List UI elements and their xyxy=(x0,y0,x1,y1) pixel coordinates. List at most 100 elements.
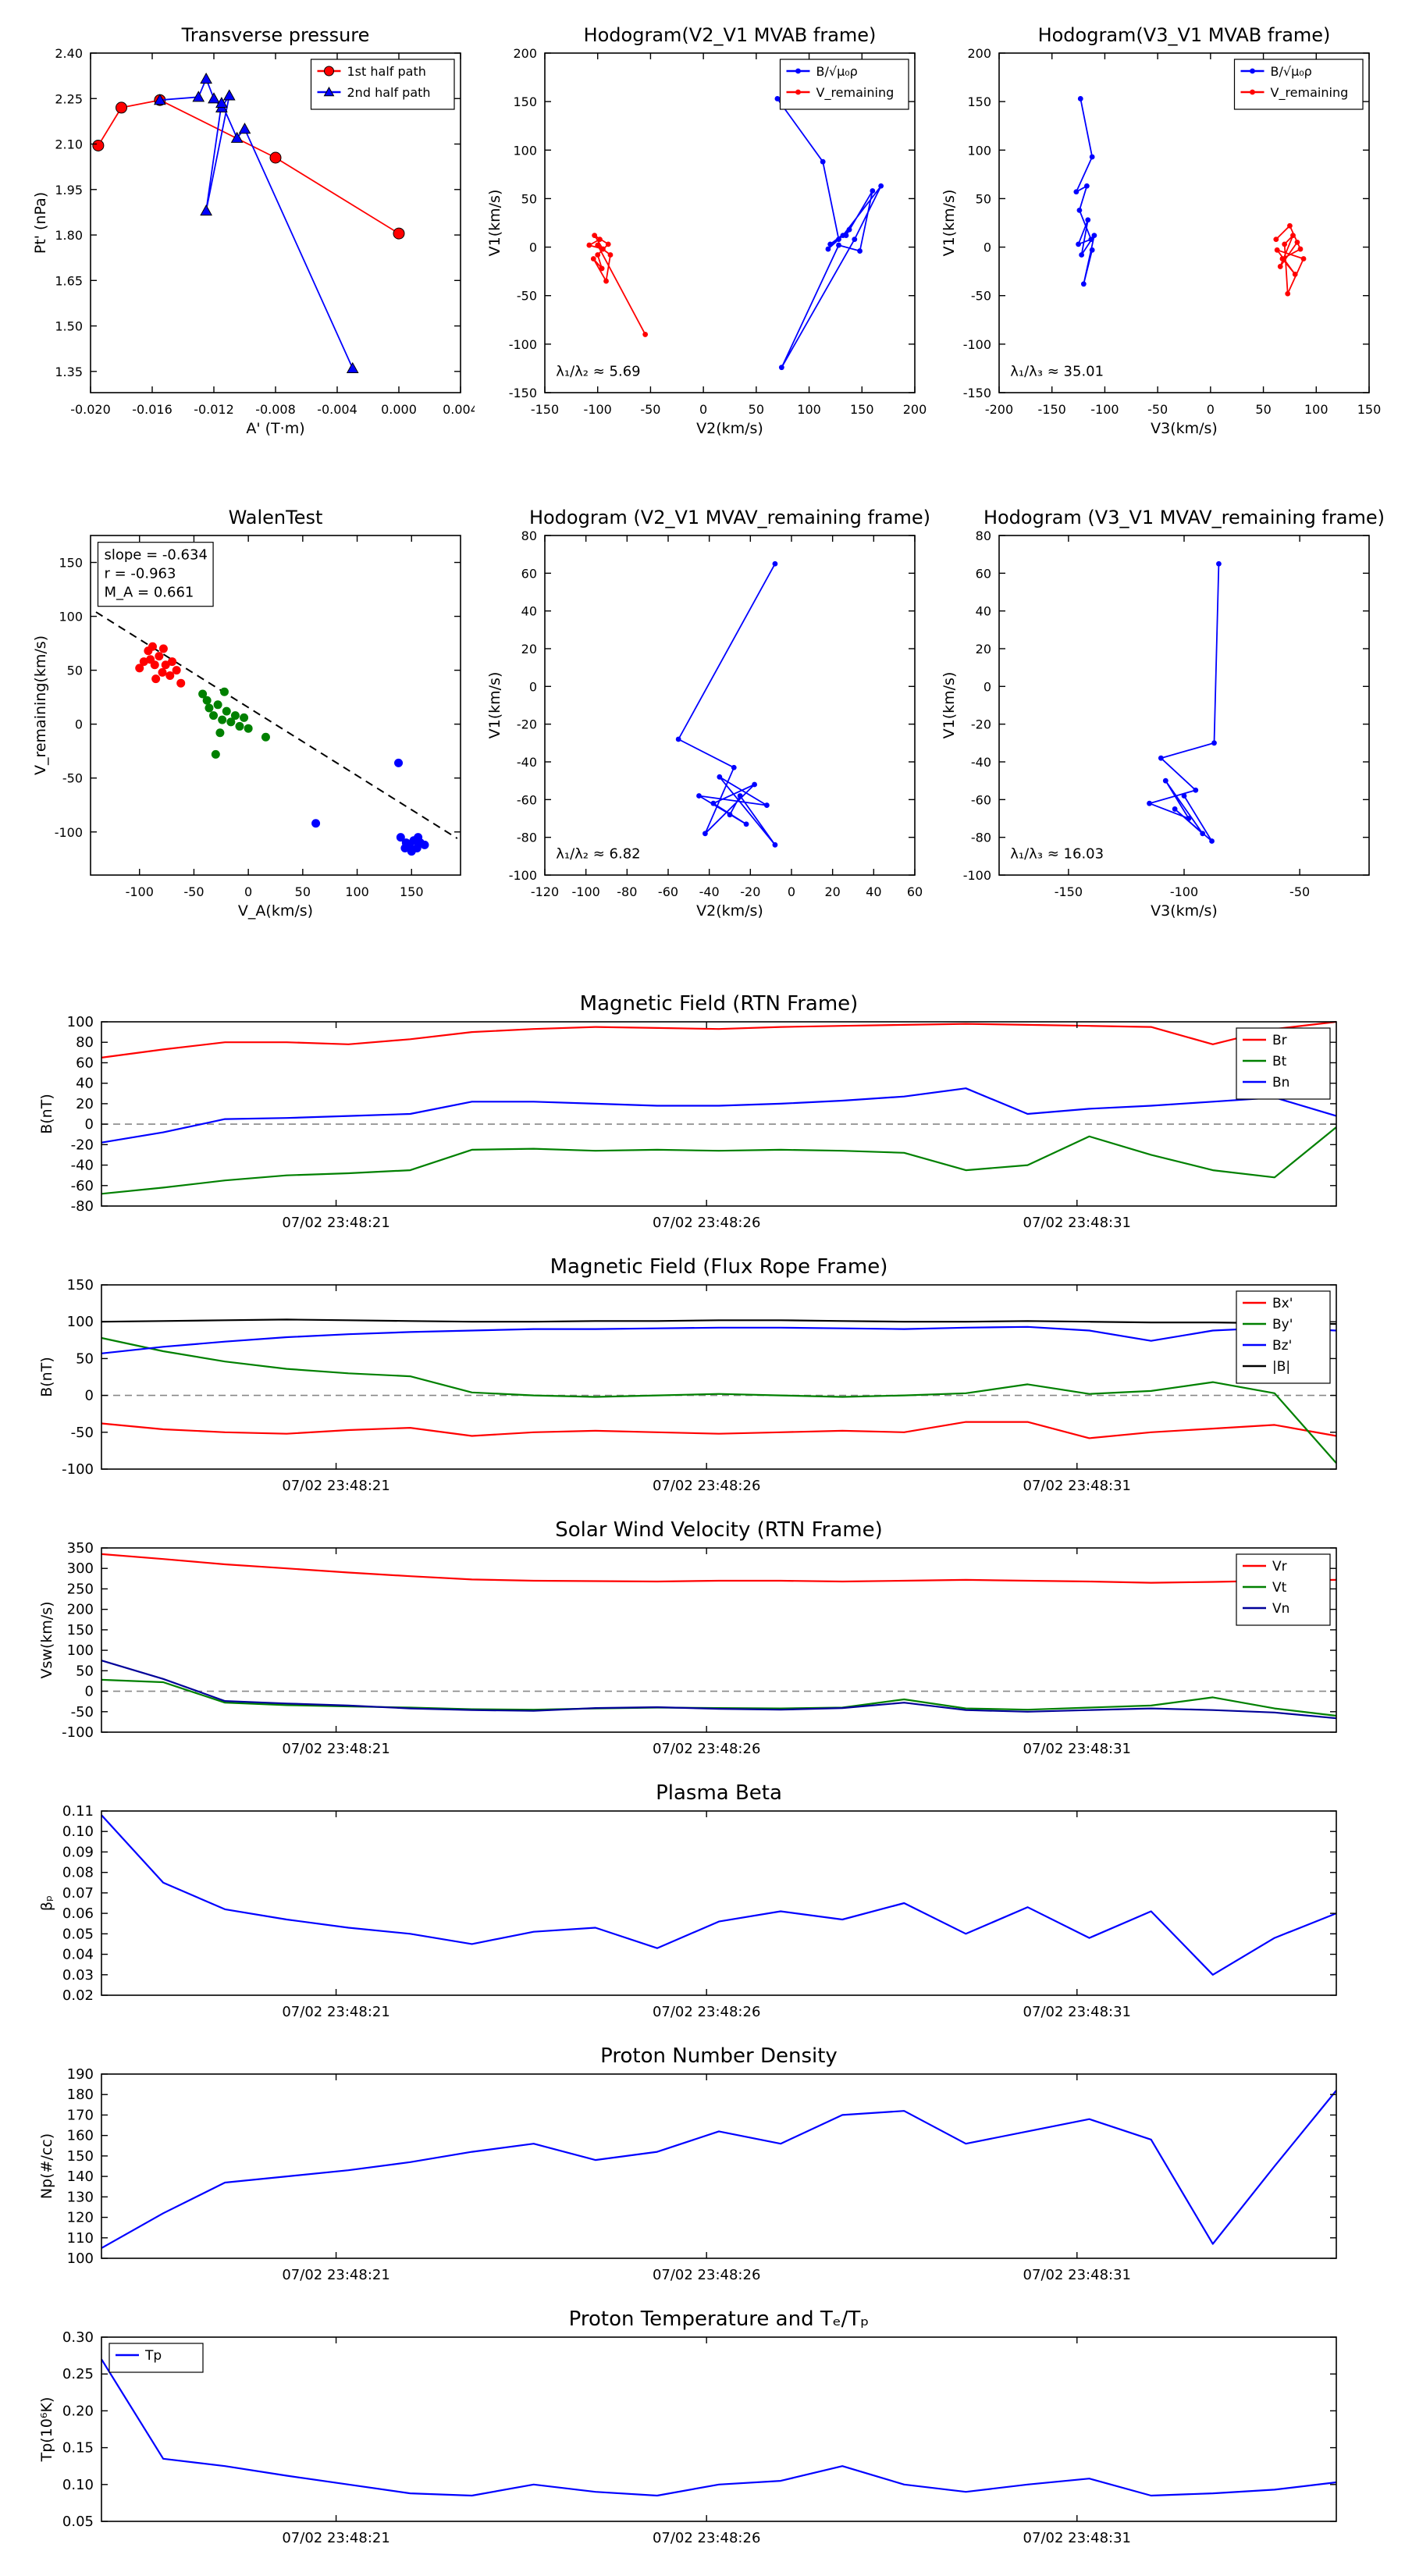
hodogram-v3v1-mvab-chart: -200 -150 -100 -50 0 50 100 150 -150 -100 -50 0 50 10… xyxy=(930,17,1383,443)
legend-box xyxy=(779,59,909,110)
dot-marker xyxy=(1273,237,1279,243)
triangle-marker xyxy=(215,97,228,109)
x-tick-label: -50 xyxy=(1147,402,1168,417)
scatter-point xyxy=(139,657,148,667)
walen-test-chart: -100 -50 0 50 100 150 -100 -50 0 50 100 150 slope = … xyxy=(22,500,475,925)
y-tick-label: 40 xyxy=(76,1076,94,1092)
dot-marker xyxy=(1300,256,1307,262)
scatter-point xyxy=(213,700,222,710)
scatter-point xyxy=(240,713,249,722)
chart-title: WalenTest xyxy=(229,507,323,528)
dot-marker xyxy=(1277,264,1283,269)
series-Br xyxy=(101,1020,1337,1059)
legend-label: Bn xyxy=(1272,1075,1289,1091)
x-tick-label: -100 xyxy=(584,402,612,417)
x-tick-label: 150 xyxy=(1357,402,1382,417)
chart-title: Transverse pressure xyxy=(181,24,370,46)
y-tick-label: 50 xyxy=(76,1350,94,1367)
x-tick-label: 50 xyxy=(295,884,311,899)
x-tick-label: 20 xyxy=(824,884,840,899)
legend-label: Vr xyxy=(1272,1559,1287,1574)
chart-title: Solar Wind Velocity (RTN Frame) xyxy=(555,1518,882,1542)
dot-marker xyxy=(702,831,708,837)
y-tick-label: 0.07 xyxy=(62,1885,94,1902)
dot-marker xyxy=(1250,68,1255,74)
y-tick-label: 130 xyxy=(67,2189,94,2205)
y-tick-label: 120 xyxy=(67,2210,94,2226)
dot-marker xyxy=(595,252,601,258)
y-axis-label: V1(km/s) xyxy=(941,672,958,739)
axes-frame xyxy=(544,52,916,393)
x-tick-label: 150 xyxy=(400,884,424,899)
chart-title: Hodogram (V2_V1 MVAV_remaining frame) xyxy=(529,507,929,528)
series-By' xyxy=(101,1336,1337,1464)
dot-marker xyxy=(852,237,858,243)
x-tick-label: 07/02 23:48:26 xyxy=(653,2530,760,2546)
legend-box xyxy=(108,2343,204,2373)
series-Vn xyxy=(101,1660,1337,1720)
y-tick-label: 200 xyxy=(967,46,991,61)
x-tick-label: 200 xyxy=(903,402,927,417)
scatter-point xyxy=(165,671,175,681)
transverse-pressure-chart: -0.020 -0.016 -0.012 -0.008 -0.004 0.000 0.004… xyxy=(22,17,478,443)
scatter-point xyxy=(176,678,186,688)
annotation: λ₁/λ₃ ≈ 16.03 xyxy=(1010,845,1104,862)
dot-marker xyxy=(772,560,778,567)
legend-label: B/√μ₀ρ xyxy=(816,64,858,79)
y-tick-label: 2.40 xyxy=(55,46,83,61)
y-tick-label: 0.15 xyxy=(62,2440,94,2457)
axes-frame xyxy=(101,2336,1337,2522)
y-axis-label: B(nT) xyxy=(38,1094,55,1134)
dot-marker xyxy=(1274,247,1280,253)
y-tick-label: -20 xyxy=(971,717,991,732)
scatter-point xyxy=(218,715,227,724)
legend-label: |B| xyxy=(1272,1359,1290,1375)
y-tick-label: 50 xyxy=(521,191,537,206)
dot-marker xyxy=(717,774,723,780)
scatter-point xyxy=(407,847,416,856)
dot-marker xyxy=(1088,237,1094,243)
x-tick-label: 150 xyxy=(850,402,874,417)
dot-marker xyxy=(710,800,717,806)
y-tick-label: -20 xyxy=(517,717,537,732)
x-axis-label: V3(km/s) xyxy=(1151,902,1218,920)
dot-marker xyxy=(1162,777,1168,784)
y-tick-label: 1.50 xyxy=(55,319,83,334)
y-tick-label: 0.10 xyxy=(62,1823,94,1840)
dot-marker xyxy=(1085,217,1091,223)
series-B/sqrt(mu0*rho) xyxy=(1075,98,1095,285)
y-tick-label: 150 xyxy=(67,1622,94,1638)
y-tick-label: -100 xyxy=(62,1461,94,1478)
y-tick-label: 160 xyxy=(67,2128,94,2144)
y-tick-label: 110 xyxy=(67,2230,94,2247)
y-tick-label: 1.95 xyxy=(55,183,83,197)
y-axis-label: V_remaining(km/s) xyxy=(32,635,49,775)
y-tick-label: 100 xyxy=(59,610,83,624)
axes-frame xyxy=(544,535,916,876)
y-tick-label: 100 xyxy=(967,143,991,158)
y-tick-label: 0.05 xyxy=(62,1926,94,1942)
x-tick-label: 07/02 23:48:26 xyxy=(653,1741,760,1757)
y-tick-label: -40 xyxy=(971,755,991,770)
scatter-point xyxy=(420,840,429,849)
plasma-beta-chart: 07/02 23:48:21 07/02 23:48:26 07/02 23:48:… xyxy=(23,1777,1382,2036)
solar-wind-velocity-chart: 07/02 23:48:21 07/02 23:48:26 07/02 23:48:… xyxy=(23,1514,1382,1773)
legend-box xyxy=(1233,59,1364,110)
scatter-point xyxy=(219,687,229,696)
x-tick-label: -0.020 xyxy=(70,402,111,417)
scatter-point xyxy=(135,664,144,673)
y-tick-label: 50 xyxy=(67,664,83,678)
y-tick-label: 1.65 xyxy=(55,273,83,288)
y-tick-label: -80 xyxy=(971,831,991,845)
triangle-marker xyxy=(154,94,166,105)
scatter-point xyxy=(244,724,253,733)
scatter-point xyxy=(400,843,410,852)
series-Tp xyxy=(101,2358,1337,2497)
axes-frame xyxy=(90,535,461,876)
dot-marker xyxy=(870,188,876,194)
dot-marker xyxy=(696,793,702,799)
scatter-point xyxy=(261,732,270,742)
y-tick-label: 300 xyxy=(67,1560,94,1577)
scatter-point xyxy=(230,711,240,720)
scatter-point xyxy=(172,666,181,675)
